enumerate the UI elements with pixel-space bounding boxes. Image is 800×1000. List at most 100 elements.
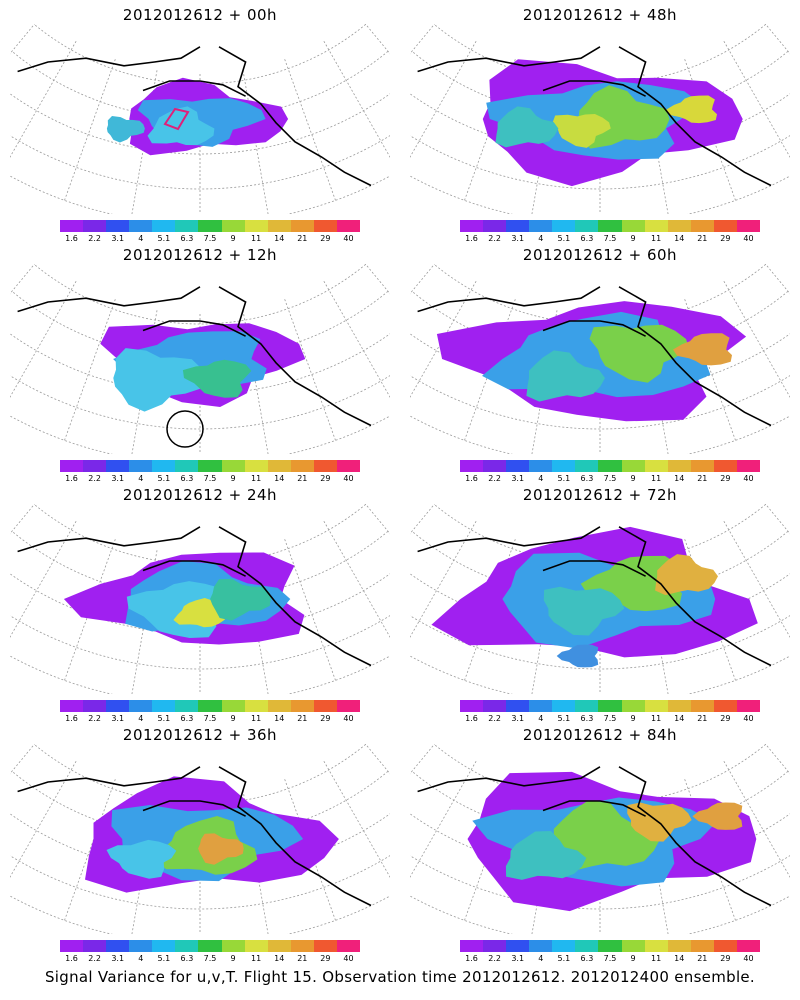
polar-map — [10, 744, 390, 934]
colorbar-label: 11 — [251, 954, 262, 963]
colorbar-cell — [621, 460, 645, 472]
panel-title: 2012012612 + 72h — [522, 486, 678, 504]
latitude-line — [10, 615, 390, 670]
field-highlight — [198, 833, 244, 865]
colorbar-label: 1.6 — [465, 474, 478, 483]
panel-title: 2012012612 + 36h — [122, 726, 278, 744]
colorbar-cell — [336, 940, 361, 952]
colorbar-label: 40 — [743, 474, 754, 483]
latitude-line — [434, 24, 766, 85]
colorbar-cell — [713, 940, 737, 952]
colorbar-label: 7.5 — [203, 474, 217, 483]
latitude-line — [34, 504, 366, 565]
field-highlight — [692, 802, 743, 830]
colorbar-label: 3.1 — [111, 234, 125, 243]
polar-map — [10, 24, 390, 214]
colorbar-label: 2.2 — [488, 234, 501, 243]
latitude-line — [410, 855, 790, 910]
colorbar-label: 29 — [320, 474, 331, 483]
colorbar-label: 9 — [230, 954, 236, 963]
polar-map — [10, 504, 390, 694]
colorbar-cell — [198, 220, 222, 232]
colorbar-cell — [129, 940, 153, 952]
colorbar-label: 14 — [674, 954, 685, 963]
latitude-line — [34, 264, 366, 325]
colorbar-label: 9 — [630, 714, 636, 723]
field-highlight — [505, 831, 587, 880]
meridian-line — [10, 520, 77, 638]
colorbar-label: 4 — [538, 954, 544, 963]
colorbar-cell — [83, 940, 107, 952]
colorbar-label: 5.1 — [557, 954, 571, 963]
colorbar-label: 40 — [343, 474, 354, 483]
field-highlight — [113, 348, 205, 412]
meridian-line — [64, 539, 116, 681]
latitude-line — [11, 50, 389, 120]
colorbar-label: 1.6 — [65, 474, 78, 483]
colorbar-label: 11 — [251, 714, 262, 723]
colorbar-label: 21 — [697, 234, 708, 243]
colorbar-cell — [152, 700, 176, 712]
latitude-line — [11, 530, 389, 600]
colorbar-label: 9 — [230, 474, 236, 483]
colorbar-label: 1.6 — [465, 234, 478, 243]
colorbar-label: 29 — [320, 714, 331, 723]
colorbar-label: 29 — [720, 714, 731, 723]
colorbar-label: 40 — [343, 234, 354, 243]
colorbar-label: 21 — [697, 474, 708, 483]
latitude-line — [411, 50, 789, 120]
colorbar-label: 3.1 — [111, 474, 125, 483]
colorbar-label: 29 — [720, 234, 731, 243]
colorbar-cell — [460, 700, 484, 712]
colorbar-cell — [506, 220, 530, 232]
colorbar-label: 1.6 — [65, 714, 78, 723]
colorbar-label: 6.3 — [180, 954, 194, 963]
colorbar-cell — [83, 220, 107, 232]
colorbar-label: 3.1 — [111, 714, 125, 723]
colorbar-cell — [667, 940, 691, 952]
colorbar-cell — [506, 460, 530, 472]
polar-map — [10, 264, 390, 454]
colorbar-cell — [736, 220, 761, 232]
colorbar-labels: 1.6 2.2 3.1 4 5.1 6.3 7.5 9 11 14 21 29 40 — [460, 234, 760, 244]
meridian-line — [723, 280, 790, 398]
colorbar-label: 21 — [297, 714, 308, 723]
colorbar-cell — [60, 940, 84, 952]
colorbar-cell — [198, 460, 222, 472]
meridian-line — [10, 24, 36, 55]
latitude-line — [10, 135, 390, 190]
coastline — [417, 46, 601, 73]
colorbar-label: 21 — [297, 474, 308, 483]
colorbar-label: 29 — [320, 954, 331, 963]
colorbar-cell — [129, 700, 153, 712]
colorbar-cell — [598, 220, 622, 232]
meridian-line — [64, 59, 116, 201]
colorbar-cell — [713, 700, 737, 712]
latitude-line — [34, 744, 366, 805]
colorbar-label: 3.1 — [111, 954, 125, 963]
coastline — [618, 46, 772, 187]
colorbar-cell — [152, 220, 176, 232]
colorbar-cell — [244, 460, 268, 472]
colorbar-label: 14 — [674, 714, 685, 723]
colorbar-label: 2.2 — [88, 234, 101, 243]
colorbar-label: 4 — [138, 474, 144, 483]
colorbar-label: 21 — [697, 714, 708, 723]
map-panel: 2012012612 + 24h 1.6 2.2 3.1 4 5.1 6.3 7.5 9 11 14… — [0, 480, 400, 723]
colorbar-label: 3.1 — [511, 954, 525, 963]
field-highlight — [173, 598, 225, 628]
colorbar-cell — [60, 220, 84, 232]
colorbar-label: 21 — [297, 954, 308, 963]
colorbar-cell — [598, 460, 622, 472]
panel-title: 2012012612 + 60h — [522, 246, 678, 264]
colorbar-label: 40 — [743, 714, 754, 723]
colorbar-cell — [244, 700, 268, 712]
colorbar-cell — [290, 460, 314, 472]
field-highlight — [666, 95, 717, 124]
colorbar-cell — [267, 940, 291, 952]
colorbar-cell — [460, 460, 484, 472]
meridian-line — [410, 264, 436, 295]
colorbar-cell — [529, 460, 553, 472]
map-panel: 2012012612 + 36h 1.6 2.2 3.1 4 5.1 6.3 7.5 9 11 14… — [0, 720, 400, 963]
latitude-line — [410, 175, 790, 214]
